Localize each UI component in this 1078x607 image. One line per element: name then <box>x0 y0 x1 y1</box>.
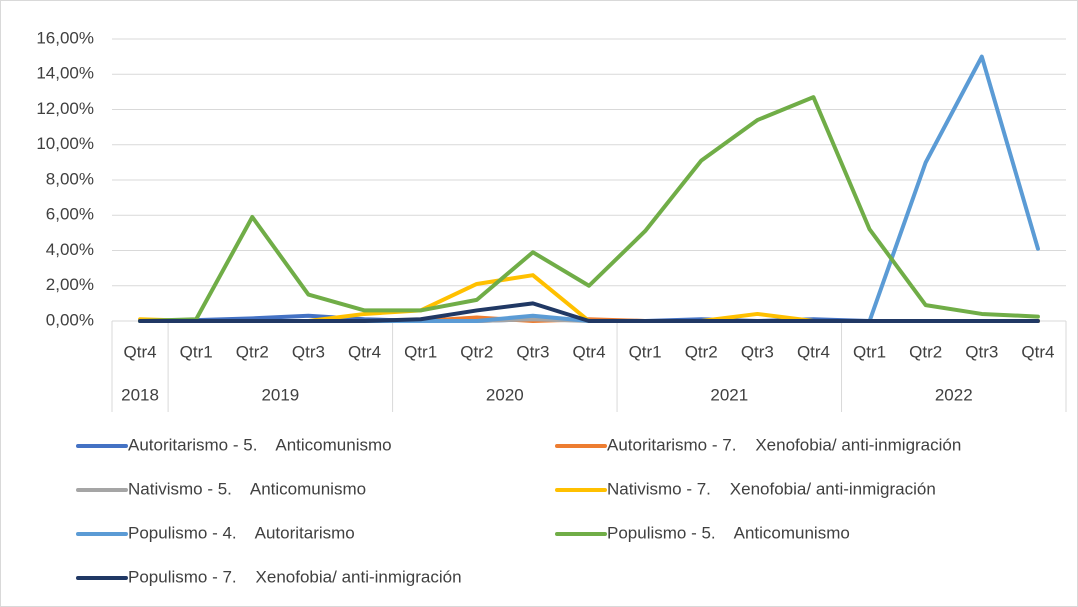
legend-label: Autoritarismo - 7. Xenofobia/ anti-inmig… <box>607 435 961 454</box>
series-line <box>138 95 1040 323</box>
series-line <box>138 301 1040 323</box>
legend-label: Nativismo - 5. Anticomunismo <box>128 479 366 498</box>
x-tick-label: Qtr4 <box>797 342 830 361</box>
x-tick-label: Qtr2 <box>236 342 269 361</box>
x-group-label: 2021 <box>710 385 748 404</box>
x-tick-label: Qtr3 <box>516 342 549 361</box>
x-tick-label: Qtr2 <box>460 342 493 361</box>
legend-label: Nativismo - 7. Xenofobia/ anti-inmigraci… <box>607 479 936 498</box>
x-tick-label: Qtr1 <box>629 342 662 361</box>
x-group-label: 2022 <box>935 385 973 404</box>
legend-label: Populismo - 5. Anticomunismo <box>607 523 850 542</box>
x-group-label: 2020 <box>486 385 524 404</box>
x-tick-label: Qtr3 <box>292 342 325 361</box>
legend-label: Populismo - 7. Xenofobia/ anti-inmigraci… <box>128 567 462 586</box>
legend-label: Autoritarismo - 5. Anticomunismo <box>128 435 392 454</box>
x-tick-label: Qtr2 <box>685 342 718 361</box>
x-tick-label: Qtr2 <box>909 342 942 361</box>
x-tick-label: Qtr4 <box>1021 342 1054 361</box>
y-tick-label: 16,00% <box>36 28 94 47</box>
x-tick-label: Qtr1 <box>853 342 886 361</box>
x-tick-label: Qtr4 <box>348 342 381 361</box>
y-tick-label: 2,00% <box>46 275 94 294</box>
y-tick-label: 6,00% <box>46 205 94 224</box>
y-tick-label: 10,00% <box>36 134 94 153</box>
x-tick-label: Qtr3 <box>741 342 774 361</box>
y-tick-label: 12,00% <box>36 99 94 118</box>
x-group-label: 2018 <box>121 385 159 404</box>
y-tick-label: 8,00% <box>46 169 94 188</box>
x-tick-label: Qtr4 <box>124 342 157 361</box>
x-tick-label: Qtr1 <box>404 342 437 361</box>
y-tick-label: 14,00% <box>36 64 94 83</box>
x-group-label: 2019 <box>261 385 299 404</box>
y-tick-label: 4,00% <box>46 240 94 259</box>
x-tick-label: Qtr3 <box>965 342 998 361</box>
x-tick-label: Qtr1 <box>180 342 213 361</box>
y-tick-label: 0,00% <box>46 310 94 329</box>
legend-label: Populismo - 4. Autoritarismo <box>128 523 355 542</box>
x-tick-label: Qtr4 <box>572 342 605 361</box>
